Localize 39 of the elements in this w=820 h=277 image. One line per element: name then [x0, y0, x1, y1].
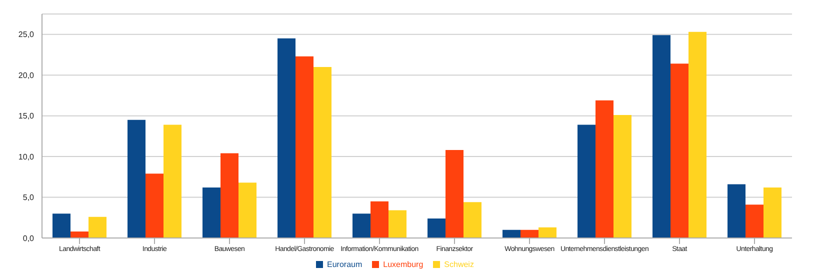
bar — [164, 124, 182, 238]
bar — [428, 218, 446, 238]
bar — [388, 210, 406, 238]
bar — [128, 120, 146, 238]
bar — [370, 201, 388, 238]
legend-label: Luxemburg — [383, 260, 424, 269]
bar — [746, 204, 764, 238]
bar — [202, 188, 220, 238]
y-tick-label: 0,0 — [22, 234, 35, 243]
legend-label: Euroraum — [327, 260, 362, 269]
y-tick-label: 15,0 — [18, 112, 35, 121]
bar — [88, 216, 106, 238]
bar — [688, 32, 706, 238]
bar — [278, 38, 296, 238]
bar — [352, 214, 370, 238]
bar — [70, 231, 88, 238]
bar — [670, 64, 688, 238]
bar — [314, 66, 332, 238]
bar — [146, 174, 164, 238]
bar — [764, 188, 782, 238]
bar — [464, 202, 482, 238]
bar — [446, 150, 464, 238]
y-tick-label: 20,0 — [18, 70, 35, 80]
y-tick-label: 5,0 — [22, 193, 35, 202]
bar — [238, 182, 256, 238]
bar — [652, 35, 670, 238]
bar — [220, 153, 238, 238]
bar — [614, 115, 632, 238]
bar — [596, 100, 614, 238]
bar — [520, 230, 538, 238]
bar — [296, 56, 314, 238]
y-tick-label: 25,0 — [18, 30, 35, 40]
y-tick-label: 10,0 — [18, 152, 35, 162]
bar — [52, 214, 70, 238]
bar — [502, 230, 520, 238]
legend-label: Schweiz — [444, 260, 474, 269]
bar — [538, 227, 556, 238]
bar — [578, 124, 596, 238]
bar — [728, 184, 746, 238]
